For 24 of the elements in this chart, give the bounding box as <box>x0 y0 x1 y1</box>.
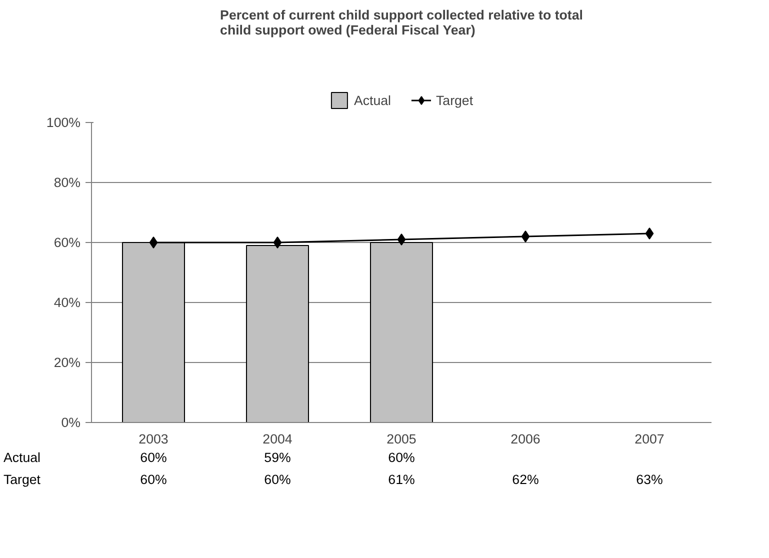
y-tick-label: 40% <box>54 295 81 310</box>
y-tick-label: 0% <box>61 415 81 430</box>
y-tick-label: 20% <box>54 355 81 370</box>
text: Target <box>3 472 41 487</box>
data-label: 60% <box>140 450 167 465</box>
chart-title: Percent of current child support collected relative to total child support owed (Federal Fiscal Year) <box>220 8 583 38</box>
y-tick-label: 80% <box>54 175 81 190</box>
y-tick-label: 60% <box>54 235 81 250</box>
y-tick-label: 100% <box>46 115 81 130</box>
data-label: 62% <box>512 472 539 487</box>
legend-label: Actual <box>354 92 391 108</box>
text: Actual <box>3 450 41 465</box>
data-label: 60% <box>140 472 167 487</box>
data-label: 59% <box>264 450 291 465</box>
data-label: 60% <box>264 472 291 487</box>
x-tick-label: 2003 <box>138 432 168 446</box>
x-tick-label: 2007 <box>634 432 664 446</box>
x-tick-label: 2004 <box>262 432 293 446</box>
data-label: 63% <box>636 472 663 487</box>
data-label: 61% <box>388 472 415 487</box>
x-tick-label: 2005 <box>386 432 416 446</box>
x-tick-label: 2006 <box>510 432 540 446</box>
legend-label: Target <box>436 92 474 108</box>
data-label: 60% <box>388 450 415 465</box>
